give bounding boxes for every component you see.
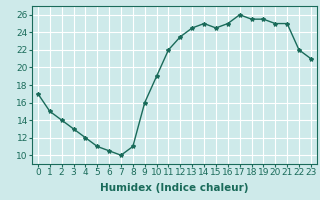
X-axis label: Humidex (Indice chaleur): Humidex (Indice chaleur) <box>100 183 249 193</box>
